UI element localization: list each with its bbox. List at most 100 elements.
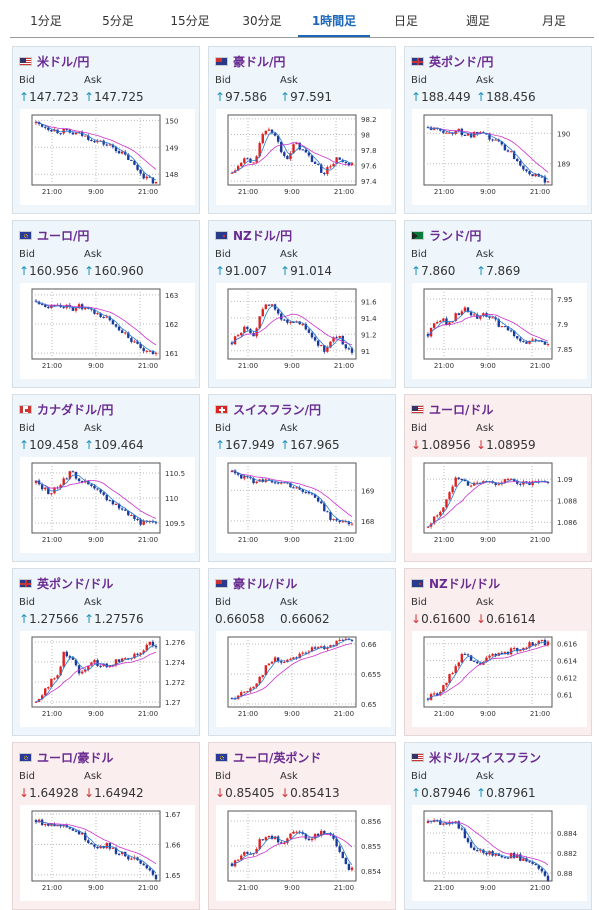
plot-frame: [423, 462, 553, 534]
pair-title[interactable]: ユーロ/英ポンド: [215, 749, 321, 766]
candle-body: [522, 341, 525, 343]
ask-price: 0.66062: [280, 612, 330, 626]
pair-title[interactable]: NZドル/ドル: [411, 575, 500, 592]
tab-2[interactable]: 5分足: [102, 14, 134, 28]
bid-price: 109.458: [29, 438, 79, 452]
price-chart[interactable]: 1.276 1.274 1.272 1.27 21:00 9:00 21:00: [20, 631, 195, 727]
candle-body: [332, 337, 335, 342]
price-chart[interactable]: 1.67 1.66 1.65 21:00 9:00 21:00: [20, 805, 195, 901]
candle-body: [522, 858, 525, 861]
pair-title[interactable]: ランド/円: [411, 227, 481, 244]
y-tick-label: 0.616: [557, 641, 578, 649]
pair-title[interactable]: スイスフラン/円: [215, 401, 321, 418]
candle-body: [34, 121, 38, 124]
candle-body: [130, 515, 133, 517]
rate-card[interactable]: NZドル/ドル Bid Ask ↓0.61600 ↓0.61614 0.616 0.614 0…: [404, 568, 592, 736]
price-chart[interactable]: 7.95 7.9 7.85 21:00 9:00 21:00: [412, 283, 587, 379]
candle-body: [117, 659, 121, 662]
pair-title[interactable]: 豪ドル/円: [215, 53, 285, 70]
price-chart[interactable]: 150 149 148 21:00 9:00 21:00: [20, 109, 195, 205]
price-chart[interactable]: 91.6 91.4 91.2 91 21:00 9:00 21:00: [216, 283, 391, 379]
plot-frame: [423, 636, 553, 708]
plot-frame: [227, 288, 357, 360]
ask-price: 109.464: [94, 438, 144, 452]
candle-body: [540, 639, 544, 641]
candle-body: [243, 476, 246, 479]
rate-card[interactable]: ユーロ/豪ドル Bid Ask ↓1.64928 ↓1.64942 1.67 1.66 1.6…: [12, 742, 200, 910]
candle-body: [543, 341, 547, 345]
price-chart[interactable]: 0.616 0.614 0.612 0.61 21:00 9:00 21:00: [412, 631, 587, 727]
rate-card[interactable]: カナダドル/円 Bid Ask ↑109.458 ↑109.464 110.5 110 109…: [12, 394, 200, 562]
price-chart[interactable]: 190 189 21:00 9:00 21:00: [412, 109, 587, 205]
candle-body: [454, 477, 457, 487]
pair-title[interactable]: 米ドル/スイスフラン: [411, 749, 541, 766]
pair-title[interactable]: NZドル/円: [215, 227, 292, 244]
moving-average-short: [427, 478, 549, 528]
candle-body: [74, 659, 78, 666]
pair-title[interactable]: ユーロ/ドル: [411, 401, 493, 418]
candle-body: [469, 655, 473, 661]
candle-body: [148, 520, 152, 522]
rate-card[interactable]: NZドル/円 Bid Ask ↑91.007 ↑91.014 91.6 91.4 91.2 91…: [208, 220, 396, 388]
price-chart[interactable]: 169 168 21:00 9:00 21:00: [216, 457, 391, 553]
price-chart[interactable]: 0.884 0.882 0.88 21:00 9:00 21:00: [412, 805, 587, 901]
pair-name: 豪ドル/円: [233, 55, 286, 69]
rate-card[interactable]: 米ドル/スイスフラン Bid Ask ↑0.87946 ↑0.87961 0.884 0.8…: [404, 742, 592, 910]
rate-card[interactable]: ユーロ/英ポンド Bid Ask ↓0.85405 ↓0.85413 0.856 0.855…: [208, 742, 396, 910]
pair-title[interactable]: 英ポンド/ドル: [19, 575, 113, 592]
rate-card[interactable]: 豪ドル/円 Bid Ask ↑97.586 ↑97.591 98.2 98 97.8 97.6 9…: [208, 46, 396, 214]
candlestick-svg: 0.884 0.882 0.88 21:00 9:00 21:00: [423, 810, 578, 892]
tab-6[interactable]: 日足: [393, 14, 418, 28]
rate-card[interactable]: 米ドル/円 Bid Ask ↑147.723 ↑147.725 150 149 148 21:0…: [12, 46, 200, 214]
rate-card[interactable]: 英ポンド/ドル Bid Ask ↑1.27566 ↑1.27576 1.276 1.274 1…: [12, 568, 200, 736]
pair-title[interactable]: カナダドル/円: [19, 401, 113, 418]
moving-average-short: [231, 831, 353, 867]
rate-card[interactable]: ランド/円 Bid Ask ↑7.860 ↑7.869 7.95 7.9 7.85 21:00 9…: [404, 220, 592, 388]
candle-body: [301, 652, 304, 654]
rate-card[interactable]: 豪ドル/ドル Bid Ask 0.66058 0.66062 0.66 0.655 0.65 2…: [208, 568, 396, 736]
candle-body: [326, 347, 329, 352]
pair-title[interactable]: ユーロ/円: [19, 227, 89, 244]
candle-body: [531, 339, 534, 341]
rate-card[interactable]: ユーロ/円 Bid Ask ↑160.956 ↑160.960 163 162 161 21:0…: [12, 220, 200, 388]
candle-body: [136, 653, 139, 655]
candle-body: [442, 507, 445, 512]
tab-3[interactable]: 15分足: [170, 14, 210, 28]
candle-body: [77, 665, 81, 674]
candle-body: [252, 853, 255, 855]
tab-4[interactable]: 30分足: [242, 14, 282, 28]
uk-flag-icon: [19, 579, 32, 588]
x-tick-label: 21:00: [42, 188, 62, 196]
price-chart[interactable]: 0.66 0.655 0.65 21:00 9:00 21:00: [216, 631, 391, 727]
candle-body: [534, 339, 537, 341]
bid-price: 160.956: [29, 264, 79, 278]
tab-1[interactable]: 1分足: [30, 14, 62, 28]
candle-body: [249, 688, 252, 692]
rate-card[interactable]: ユーロ/ドル Bid Ask ↓1.08956 ↓1.08959 1.09 1.088 1.0…: [404, 394, 592, 562]
candle-body: [426, 526, 430, 528]
us-flag-icon: [411, 753, 424, 762]
price-chart[interactable]: 1.09 1.088 1.086 21:00 9:00 21:00: [412, 457, 587, 553]
tab-7[interactable]: 週足: [465, 14, 490, 28]
price-chart[interactable]: 110.5 110 109.5 21:00 9:00 21:00: [20, 457, 195, 553]
candle-body: [500, 141, 504, 145]
x-tick-label: 21:00: [42, 884, 62, 892]
tab-5[interactable]: 1時間足: [298, 6, 370, 37]
pair-title[interactable]: 豪ドル/ドル: [215, 575, 297, 592]
price-chart[interactable]: 98.2 98 97.8 97.6 97.4 21:00 9:00 21:00: [216, 109, 391, 205]
moving-average-short: [427, 311, 549, 344]
rate-card[interactable]: 英ポンド/円 Bid Ask ↑188.449 ↑188.456 190 189 21:00 9…: [404, 46, 592, 214]
rate-card[interactable]: スイスフラン/円 Bid Ask ↑167.949 ↑167.965 169 168 21:0…: [208, 394, 396, 562]
price-chart[interactable]: 0.856 0.855 0.854 21:00 9:00 21:00: [216, 805, 391, 901]
candle-body: [47, 127, 50, 131]
pair-title[interactable]: 英ポンド/円: [411, 53, 493, 70]
price-chart[interactable]: 163 162 161 21:00 9:00 21:00: [20, 283, 195, 379]
candle-body: [494, 317, 497, 320]
pair-title[interactable]: 米ドル/円: [19, 53, 89, 70]
candle-body: [350, 163, 354, 166]
pair-title[interactable]: ユーロ/豪ドル: [19, 749, 113, 766]
ask-price: 97.591: [290, 90, 333, 104]
tab-8[interactable]: 月足: [541, 14, 566, 28]
candle-body: [442, 685, 445, 692]
candle-body: [283, 842, 286, 844]
